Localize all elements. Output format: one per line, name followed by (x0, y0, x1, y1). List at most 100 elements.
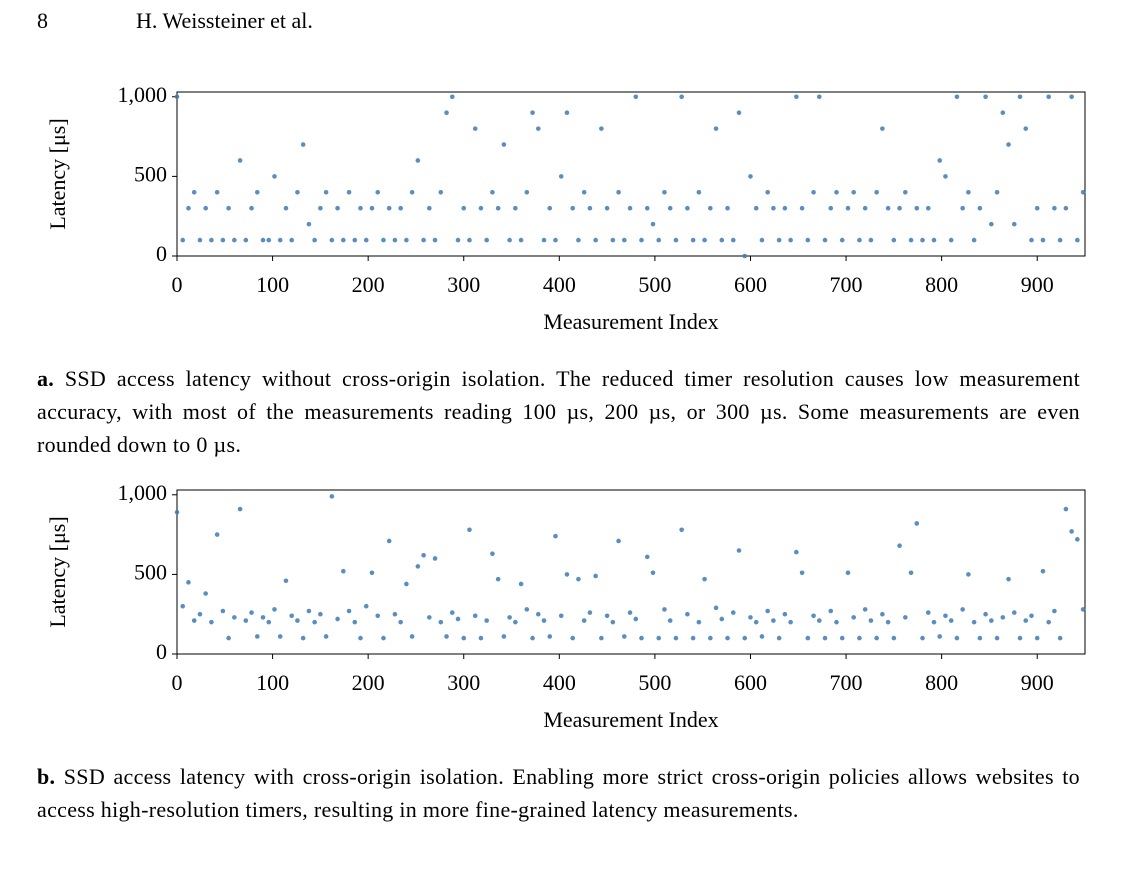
data-point (306, 608, 312, 614)
data-point (650, 570, 656, 576)
data-point (501, 142, 507, 147)
data-point (874, 635, 879, 641)
data-point (507, 237, 512, 243)
data-point (983, 611, 988, 617)
data-point (811, 613, 816, 619)
data-point (449, 610, 455, 615)
data-point (656, 635, 662, 641)
data-point (834, 619, 839, 625)
data-point (708, 635, 713, 641)
data-point (822, 635, 828, 641)
data-point (851, 615, 856, 620)
data-point (971, 619, 977, 625)
data-point (300, 635, 306, 641)
data-point (880, 126, 885, 131)
data-point (392, 237, 398, 243)
data-point (518, 581, 524, 587)
x-tick-label: 100 (256, 272, 289, 297)
data-point (237, 158, 243, 163)
x-tick-label: 300 (447, 272, 480, 297)
data-point (1029, 613, 1034, 619)
data-point (472, 613, 478, 619)
data-point (277, 634, 283, 639)
data-point (254, 190, 260, 195)
data-point (530, 635, 535, 641)
data-point (472, 126, 478, 131)
data-point (908, 237, 914, 243)
data-point (1040, 568, 1046, 574)
data-point (1011, 610, 1017, 615)
data-point (335, 205, 340, 211)
data-point (627, 610, 633, 615)
data-point (925, 205, 931, 211)
data-point (283, 578, 289, 584)
data-point (708, 205, 713, 211)
data-point (725, 205, 730, 211)
data-point (352, 619, 358, 625)
data-point (730, 610, 736, 615)
data-point (318, 205, 323, 211)
data-point (220, 608, 226, 614)
data-point (834, 190, 839, 195)
data-point (363, 603, 369, 609)
y-tick-label: 0 (156, 241, 167, 266)
data-point (484, 237, 489, 243)
data-point (535, 126, 541, 131)
data-point (249, 610, 254, 615)
data-point (237, 506, 243, 512)
data-point (989, 618, 994, 623)
data-point (713, 126, 719, 131)
data-point (862, 205, 868, 211)
data-point (260, 615, 266, 620)
data-point (885, 619, 891, 625)
data-point (765, 608, 770, 614)
data-point (868, 237, 874, 243)
data-point (553, 237, 558, 243)
data-point (948, 618, 954, 623)
data-point (300, 142, 306, 147)
data-point (616, 190, 621, 195)
data-point (260, 237, 266, 243)
data-point (1011, 221, 1017, 227)
data-point (828, 205, 834, 211)
data-point (1052, 608, 1057, 614)
data-point (346, 608, 352, 614)
data-point (564, 110, 570, 115)
data-point (971, 237, 977, 243)
data-point (742, 635, 748, 641)
data-point (816, 618, 822, 623)
data-point (576, 576, 581, 582)
data-point (329, 237, 335, 243)
data-point (186, 205, 191, 211)
data-point (461, 635, 467, 641)
x-tick-label: 200 (352, 670, 385, 695)
data-point (799, 570, 805, 576)
data-point (478, 635, 484, 641)
data-point (857, 237, 862, 243)
data-point (1029, 237, 1034, 243)
data-point (1017, 94, 1023, 100)
data-point (977, 635, 983, 641)
data-point (1063, 506, 1069, 512)
data-point (409, 634, 415, 639)
data-point (725, 635, 730, 641)
data-point (1006, 576, 1011, 582)
data-point (415, 158, 421, 163)
data-point (679, 94, 684, 100)
data-point (306, 221, 312, 227)
data-point (220, 237, 226, 243)
data-point (644, 205, 650, 211)
data-point (897, 543, 902, 549)
data-point (943, 174, 948, 179)
data-point (989, 221, 994, 227)
data-point (570, 205, 575, 211)
data-point (730, 237, 736, 243)
data-point (449, 94, 455, 100)
x-tick-label: 0 (172, 272, 183, 297)
data-point (1057, 237, 1063, 243)
data-point (759, 237, 765, 243)
data-point (404, 581, 409, 587)
data-point (581, 618, 587, 623)
data-point (650, 221, 656, 227)
